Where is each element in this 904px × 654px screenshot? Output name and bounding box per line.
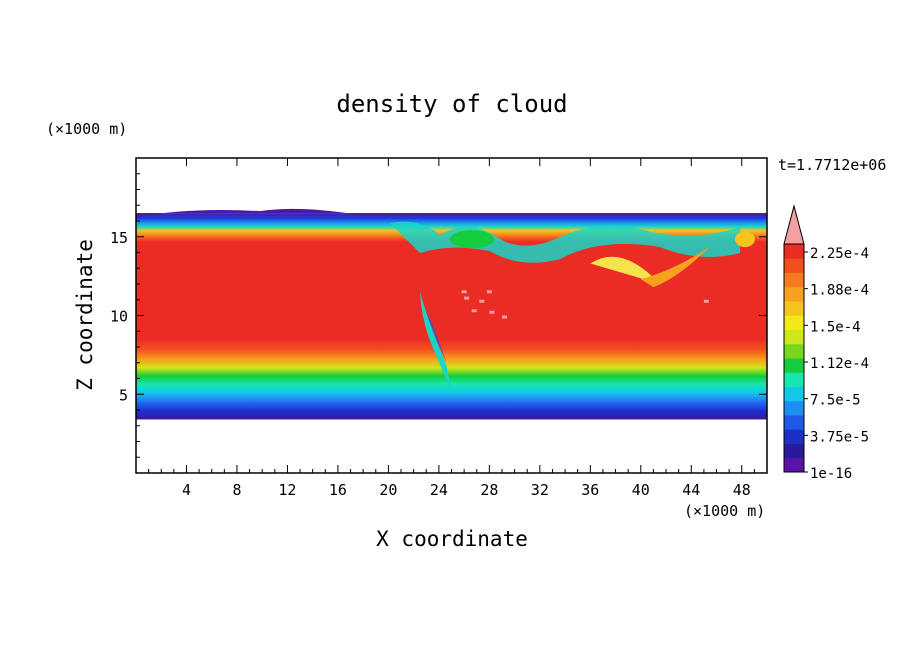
speckle-7 bbox=[703, 299, 709, 303]
speckle-6 bbox=[461, 290, 467, 294]
speckle-3 bbox=[471, 309, 477, 313]
colorbar-band-0 bbox=[784, 457, 804, 473]
orange-arc bbox=[640, 246, 711, 288]
green-swirl bbox=[450, 230, 494, 249]
y-tick-label-1: 10 bbox=[110, 308, 128, 326]
speckle-5 bbox=[501, 315, 507, 319]
x-axis-label: X coordinate bbox=[376, 527, 528, 551]
colorbar-band-13 bbox=[784, 272, 804, 288]
colorbar-band-10 bbox=[784, 315, 804, 330]
colorbar-frame bbox=[783, 243, 805, 473]
colorbar-band-8 bbox=[784, 343, 804, 359]
yellow-swirl-right bbox=[735, 231, 755, 248]
descending-plume bbox=[419, 291, 453, 395]
y-axis-ticks: 5 10 15 bbox=[110, 173, 767, 458]
yellow-lens bbox=[590, 256, 660, 284]
speckle-4 bbox=[486, 290, 492, 294]
x-tick-label-2: 12 bbox=[278, 481, 296, 499]
colorbar-band-9 bbox=[784, 329, 804, 345]
colorbar-label-4: 1.5e-4 bbox=[810, 319, 861, 335]
colorbar-extend-arrow bbox=[783, 204, 805, 245]
colorbar-band-14 bbox=[784, 258, 804, 273]
y-tick-label-2: 15 bbox=[110, 229, 128, 247]
colorbar-band-5 bbox=[784, 386, 804, 402]
x-tick-label-11: 48 bbox=[733, 481, 751, 499]
colorbar-band-1 bbox=[784, 443, 804, 459]
x-tick-label-4: 20 bbox=[379, 481, 397, 499]
y-axis-label: Z coordinate bbox=[73, 239, 97, 391]
speckle-2 bbox=[489, 310, 495, 314]
colorbar-band-3 bbox=[784, 415, 804, 430]
speckle-0 bbox=[464, 296, 470, 300]
density-field bbox=[136, 208, 767, 420]
x-tick-label-8: 36 bbox=[581, 481, 599, 499]
x-tick-label-3: 16 bbox=[329, 481, 347, 499]
speckle-1 bbox=[479, 299, 485, 303]
x-tick-label-9: 40 bbox=[632, 481, 650, 499]
colorbar-band-4 bbox=[784, 400, 804, 416]
x-tick-label-6: 28 bbox=[480, 481, 498, 499]
x-tick-label-0: 4 bbox=[182, 481, 191, 499]
x-axis-ticks: 4 8 12 16 20 24 28 32 36 40 44 48 bbox=[148, 158, 755, 499]
colorbar-label-3: 1.12e-4 bbox=[810, 356, 869, 372]
colorbar-band-15 bbox=[784, 244, 804, 259]
colorbar-band-12 bbox=[784, 286, 804, 302]
x-tick-label-10: 44 bbox=[682, 481, 700, 499]
colorbar-label-0: 1e-16 bbox=[810, 466, 852, 482]
chart-title: density of cloud bbox=[336, 90, 567, 118]
cloud-top-edge bbox=[136, 208, 767, 218]
colorbar-band-2 bbox=[784, 429, 804, 444]
colorbar-band-11 bbox=[784, 301, 804, 316]
x-axis-unit-label: (×1000 m) bbox=[684, 502, 765, 520]
plume-core bbox=[426, 312, 447, 363]
y-tick-label-0: 5 bbox=[119, 386, 128, 404]
colorbar-band-6 bbox=[784, 372, 804, 387]
colorbar-label-5: 1.88e-4 bbox=[810, 283, 869, 299]
y-axis-unit-label: (×1000 m) bbox=[46, 120, 127, 138]
colorbar: 1e-16 3.75e-5 7.5e-5 1.12e-4 1.5e-4 1.88e-4 2.… bbox=[783, 204, 869, 482]
x-tick-label-1: 8 bbox=[232, 481, 241, 499]
x-tick-label-7: 32 bbox=[531, 481, 549, 499]
colorbar-label-6: 2.25e-4 bbox=[810, 246, 869, 262]
colorbar-label-1: 3.75e-5 bbox=[810, 429, 869, 445]
time-label: t=1.7712e+06 bbox=[778, 156, 886, 174]
colorbar-label-2: 7.5e-5 bbox=[810, 393, 861, 409]
x-tick-label-5: 24 bbox=[430, 481, 448, 499]
colorbar-band-7 bbox=[784, 358, 804, 373]
